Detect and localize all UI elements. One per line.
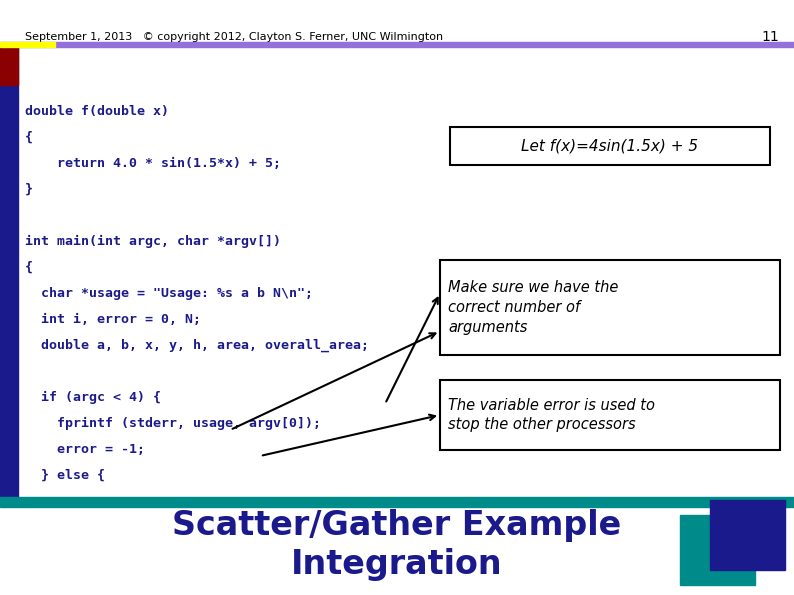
Bar [680, 515, 755, 585]
Bar [440, 380, 780, 450]
Text: {: { [25, 131, 33, 144]
Bar [440, 260, 780, 355]
Text: double f(double x): double f(double x) [25, 105, 169, 118]
Text: } else {: } else { [25, 469, 105, 482]
Text: }: } [25, 183, 33, 196]
Text: error = -1;: error = -1; [25, 443, 145, 456]
Text: {: { [25, 261, 33, 274]
Bar [0, 497, 794, 507]
Bar [450, 127, 770, 165]
Text: Let f(x)=4sin(1.5x) + 5: Let f(x)=4sin(1.5x) + 5 [522, 139, 699, 154]
Text: int i, error = 0, N;: int i, error = 0, N; [25, 313, 201, 326]
Text: int main(int argc, char *argv[]): int main(int argc, char *argv[]) [25, 235, 281, 248]
Bar [0, 42, 794, 47]
Text: if (argc < 4) {: if (argc < 4) { [25, 391, 161, 404]
Bar [0, 42, 55, 47]
Text: 11: 11 [761, 30, 779, 44]
Bar [710, 500, 785, 570]
Bar [0, 45, 18, 85]
Text: fprintf (stderr, usage, argv[0]);: fprintf (stderr, usage, argv[0]); [25, 417, 321, 430]
Text: return 4.0 * sin(1.5*x) + 5;: return 4.0 * sin(1.5*x) + 5; [25, 157, 281, 170]
Text: double a, b, x, y, h, area, overall_area;: double a, b, x, y, h, area, overall_area… [25, 339, 369, 352]
Text: September 1, 2013   © copyright 2012, Clayton S. Ferner, UNC Wilmington: September 1, 2013 © copyright 2012, Clay… [25, 32, 443, 42]
Text: char *usage = "Usage: %s a b N\n";: char *usage = "Usage: %s a b N\n"; [25, 287, 313, 300]
Bar [0, 45, 18, 505]
Text: Scatter/Gather Example
Integration: Scatter/Gather Example Integration [172, 509, 622, 581]
Text: Make sure we have the
correct number of
arguments: Make sure we have the correct number of … [448, 280, 619, 335]
Text: The variable error is used to
stop the other processors: The variable error is used to stop the o… [448, 397, 655, 433]
